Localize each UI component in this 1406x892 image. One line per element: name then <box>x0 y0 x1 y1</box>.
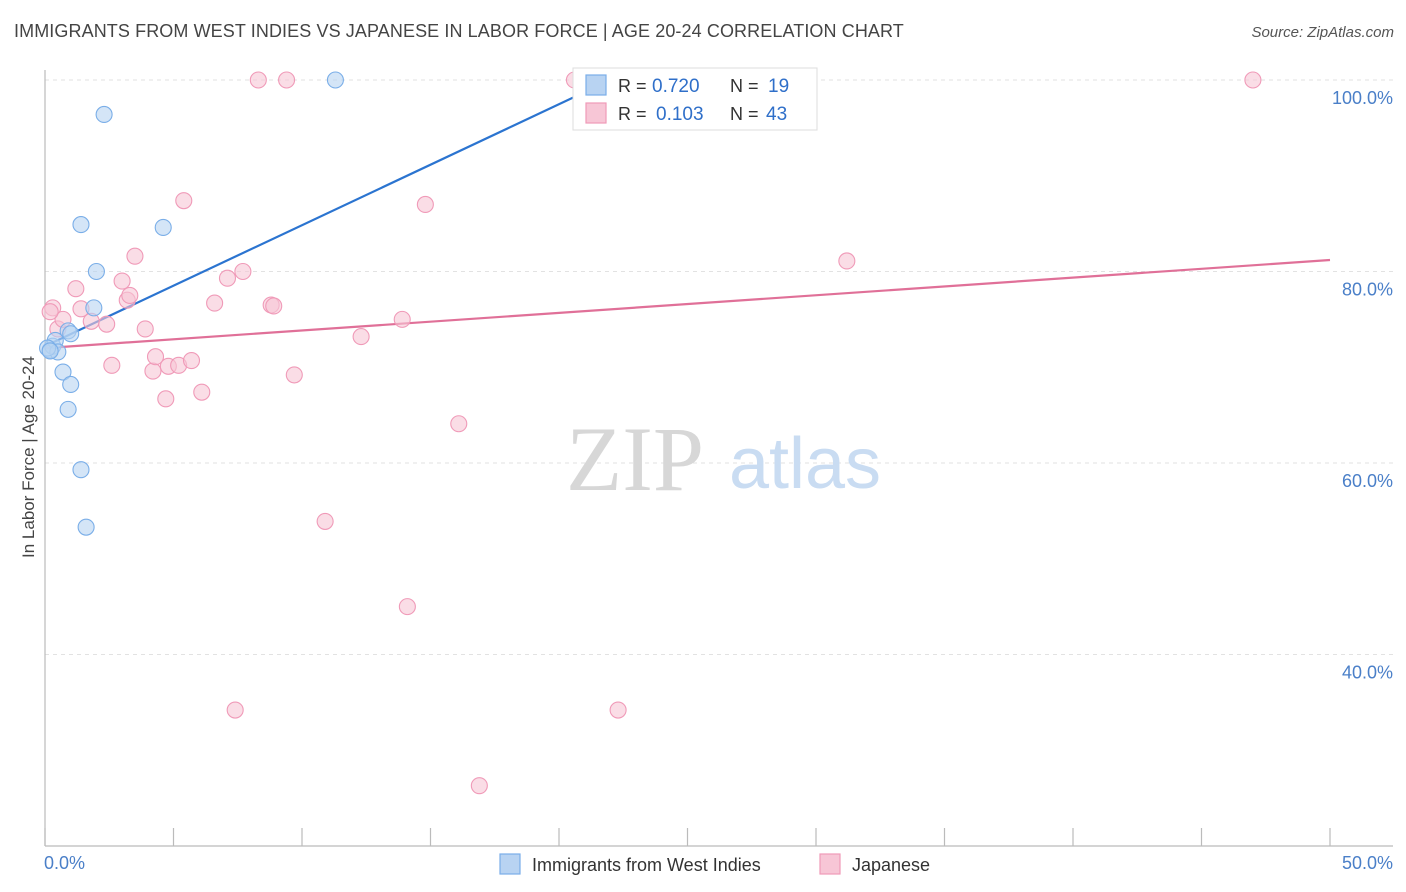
legend-n-value-1: 19 <box>768 76 789 97</box>
legend-swatch-west-indies <box>499 853 521 875</box>
point-west-indies <box>54 363 72 381</box>
point-japanese <box>193 383 211 401</box>
point-japanese <box>144 362 162 380</box>
legend-series: Immigrants from West Indies Japanese <box>499 853 930 875</box>
legend-label-west-indies: Immigrants from West Indies <box>532 855 761 875</box>
y-tick-label: 40.0% <box>1342 663 1393 683</box>
legend-swatch-pink <box>585 102 607 124</box>
point-west-indies <box>72 216 90 234</box>
y-tick-label: 60.0% <box>1342 471 1393 491</box>
legend-n-value-2: 43 <box>766 104 787 125</box>
point-japanese <box>316 512 334 530</box>
watermark-atlas: atlas <box>729 424 881 504</box>
point-japanese <box>278 71 296 89</box>
point-japanese <box>41 303 59 321</box>
point-japanese <box>234 262 252 281</box>
y-tick-label: 80.0% <box>1342 280 1393 300</box>
point-west-indies <box>62 375 80 394</box>
gridlines <box>45 79 1393 655</box>
point-japanese <box>136 320 154 338</box>
trend-lines <box>44 79 1331 350</box>
point-japanese <box>126 247 144 265</box>
point-japanese <box>416 195 434 214</box>
legend-label-japanese: Japanese <box>852 855 930 875</box>
point-japanese <box>67 280 85 298</box>
point-japanese <box>121 286 139 304</box>
legend-swatch-japanese <box>819 853 841 875</box>
point-west-indies <box>72 461 90 479</box>
legend-r-value-2: 0.103 <box>656 104 704 125</box>
point-japanese <box>146 348 165 366</box>
point-japanese <box>450 415 468 433</box>
point-japanese <box>265 297 283 315</box>
point-japanese <box>157 390 175 408</box>
point-japanese <box>609 701 627 719</box>
legend-n-label-2: N = <box>730 104 759 124</box>
point-japanese <box>218 269 237 287</box>
point-japanese <box>1244 71 1262 89</box>
y-tick-labels: 100.0% 80.0% 60.0% 40.0% <box>1332 88 1393 683</box>
point-west-indies <box>87 262 105 281</box>
point-west-indies <box>154 218 172 237</box>
point-japanese <box>98 315 116 333</box>
point-japanese <box>470 777 488 795</box>
point-west-indies <box>62 325 80 343</box>
point-japanese <box>103 356 121 374</box>
legend-r-label-2: R = <box>618 104 647 124</box>
chart-title: IMMIGRANTS FROM WEST INDIES VS JAPANESE … <box>14 21 904 41</box>
point-japanese <box>226 701 244 719</box>
point-west-indies <box>59 400 77 418</box>
trend-line-japanese <box>44 258 1331 350</box>
point-japanese <box>393 310 411 328</box>
legend-swatch-blue <box>585 74 607 96</box>
point-japanese <box>249 71 267 89</box>
point-japanese <box>182 351 201 370</box>
point-japanese <box>285 366 303 384</box>
legend-stats: R = 0.720 N = 19 R = 0.103 N = 43 <box>572 67 818 131</box>
legend-r-value-1: 0.720 <box>652 76 700 97</box>
point-japanese <box>838 252 856 270</box>
point-japanese <box>113 272 131 290</box>
legend-n-label-1: N = <box>730 76 759 96</box>
watermark: ZIP atlas <box>566 408 881 510</box>
source-label: Source: ZipAtlas.com <box>1251 24 1394 41</box>
watermark-zip: ZIP <box>566 408 704 510</box>
point-japanese <box>175 192 193 210</box>
x-tick-label-min: 0.0% <box>44 853 85 873</box>
point-japanese <box>352 328 370 346</box>
point-west-indies <box>326 71 344 89</box>
x-tick-label-max: 50.0% <box>1342 853 1393 873</box>
point-west-indies <box>77 518 95 536</box>
y-tick-label: 100.0% <box>1332 88 1393 108</box>
axes <box>44 70 1393 847</box>
point-japanese <box>398 598 416 616</box>
point-west-indies <box>95 105 113 124</box>
point-west-indies <box>85 299 103 317</box>
trend-line-west-indies <box>44 79 611 348</box>
legend-r-label-1: R = <box>618 76 647 96</box>
point-japanese <box>206 294 224 312</box>
y-axis-label: In Labor Force | Age 20-24 <box>19 356 38 558</box>
point-west-indies <box>41 342 59 360</box>
